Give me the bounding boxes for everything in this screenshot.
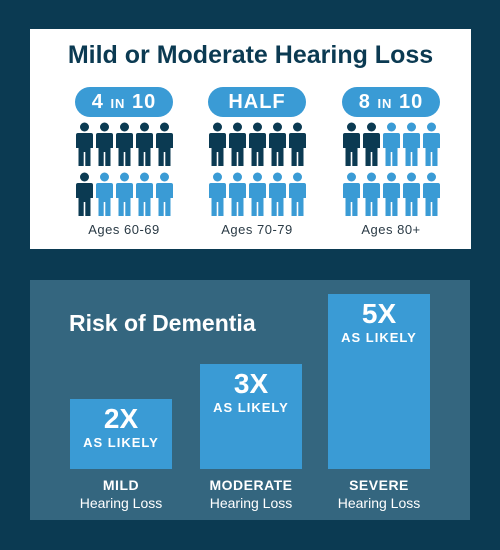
category-subtitle: Hearing Loss [79, 495, 163, 511]
person-icon [402, 172, 420, 216]
person-icon [382, 172, 400, 216]
category-label-severe: SEVERE Hearing Loss [309, 477, 449, 511]
dementia-risk-chart: Risk of Dementia 2X AS LIKELY 3X AS LIKE… [30, 280, 470, 520]
age-group-80-plus: 8 IN 10 Ages 80+ [332, 87, 450, 237]
person-row [65, 122, 183, 166]
people-icon-grid [65, 122, 183, 216]
bar-suffix-label: AS LIKELY [213, 400, 289, 415]
person-icon [422, 172, 440, 216]
person-icon [155, 122, 173, 166]
category-subtitle: Hearing Loss [209, 495, 293, 511]
stat-number: HALF [228, 91, 286, 113]
stat-number-end: 10 [132, 91, 157, 113]
stat-number: 4 [91, 91, 104, 113]
person-row [198, 122, 316, 166]
age-group-60-69: 4 IN 10 Ages 60-69 [65, 87, 183, 237]
category-name: SEVERE [349, 477, 409, 493]
person-icon [422, 122, 440, 166]
age-label: Ages 80+ [361, 222, 421, 237]
person-icon [115, 122, 133, 166]
bar-value-label: 3X [233, 368, 269, 399]
person-icon [382, 122, 400, 166]
person-icon [268, 172, 286, 216]
person-icon [155, 172, 173, 216]
bar-moderate: 3X AS LIKELY [200, 364, 302, 469]
age-label: Ages 60-69 [88, 222, 160, 237]
bar-value-label: 2X [103, 403, 139, 434]
stat-pill: 8 IN 10 [342, 87, 440, 117]
age-label: Ages 70-79 [221, 222, 293, 237]
person-icon [208, 172, 226, 216]
stat-word: IN [377, 96, 393, 111]
person-icon [402, 122, 420, 166]
stat-pill: 4 IN 10 [75, 87, 173, 117]
person-icon [268, 122, 286, 166]
stat-word: IN [110, 96, 126, 111]
person-icon [248, 122, 266, 166]
bar-suffix-label: AS LIKELY [341, 330, 417, 345]
category-label-mild: MILD Hearing Loss [51, 477, 191, 511]
hearing-loss-title: Mild or Moderate Hearing Loss [67, 41, 434, 69]
person-icon [135, 122, 153, 166]
bar-value-label: 5X [361, 298, 397, 329]
person-row [65, 172, 183, 216]
stat-number: 8 [358, 91, 371, 113]
person-icon [362, 172, 380, 216]
person-icon [75, 172, 93, 216]
category-subtitle: Hearing Loss [337, 495, 421, 511]
bar-severe: 5X AS LIKELY [328, 294, 430, 469]
person-row [198, 172, 316, 216]
people-icon-grid [198, 122, 316, 216]
person-icon [248, 172, 266, 216]
person-icon [342, 122, 360, 166]
person-icon [228, 172, 246, 216]
stat-pill: HALF [208, 87, 306, 117]
person-icon [362, 122, 380, 166]
chart-title: Risk of Dementia [69, 310, 256, 336]
age-group-70-79: HALF Ages 70-79 [198, 87, 316, 237]
person-icon [208, 122, 226, 166]
hearing-loss-panel: Mild or Moderate Hearing Loss 4 IN 10 Ag… [30, 29, 471, 249]
person-icon [75, 122, 93, 166]
people-icon-grid [332, 122, 450, 216]
person-icon [135, 172, 153, 216]
bar-suffix-label: AS LIKELY [83, 435, 159, 450]
category-name: MILD [102, 477, 140, 493]
person-row [332, 172, 450, 216]
person-icon [288, 172, 306, 216]
person-row [332, 122, 450, 166]
person-icon [228, 122, 246, 166]
person-icon [95, 172, 113, 216]
stat-number-end: 10 [399, 91, 424, 113]
person-icon [115, 172, 133, 216]
person-icon [95, 122, 113, 166]
person-icon [342, 172, 360, 216]
category-label-moderate: MODERATE Hearing Loss [181, 477, 321, 511]
category-name: MODERATE [209, 477, 293, 493]
bar-mild: 2X AS LIKELY [70, 399, 172, 469]
person-icon [288, 122, 306, 166]
